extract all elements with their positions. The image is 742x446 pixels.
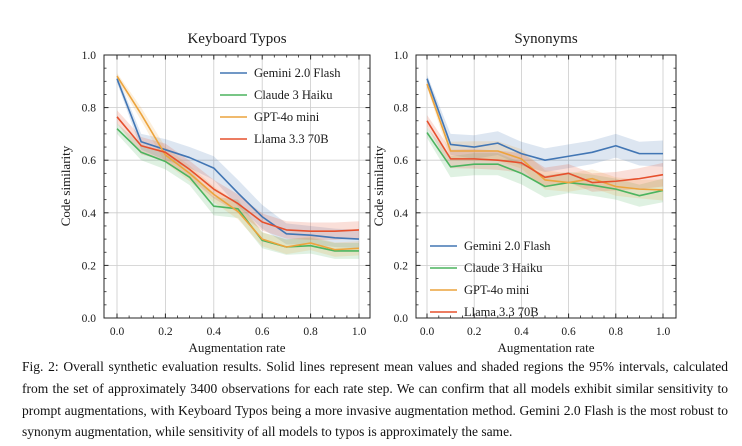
x-axis-label: Augmentation rate — [188, 340, 285, 355]
ci-band-claude-3-haiku — [117, 123, 359, 259]
x-tick-label: 0.2 — [158, 326, 173, 338]
x-tick-label: 1.0 — [656, 326, 671, 338]
legend-item-gemini-2-0-flash: Gemini 2.0 Flash — [220, 66, 341, 80]
axis-ticks — [416, 54, 676, 319]
legend-label: Llama 3.3 70B — [464, 305, 539, 319]
chart-keyboard-typos: 0.0 0.2 0.4 0.6 0.8 1.0 0.0 0.2 0.4 0.6 0.8 1.0 Keyb… — [58, 31, 371, 355]
y-tick-label: 0.6 — [82, 155, 97, 167]
x-axis-label: Augmentation rate — [497, 340, 594, 355]
chart-title: Keyboard Typos — [187, 31, 286, 47]
x-tick-label: 0.2 — [467, 326, 482, 338]
x-tick-label: 0.0 — [420, 326, 435, 338]
y-axis-label: Code similarity — [58, 145, 73, 226]
series-line-gpt-4o-mini — [116, 75, 360, 251]
x-tick-label: 0.4 — [514, 326, 529, 338]
legend-item-claude-3-haiku: Claude 3 Haiku — [430, 261, 543, 275]
evaluation-charts: 0.0 0.2 0.4 0.6 0.8 1.0 0.0 0.2 0.4 0.6 0.8 1.0 Keyb… — [58, 31, 677, 355]
series-line-gpt-4o-mini — [426, 83, 664, 191]
x-tick-label: 0.8 — [609, 326, 624, 338]
y-tick-label: 0.2 — [82, 260, 97, 272]
legend-label: Gemini 2.0 Flash — [254, 66, 341, 80]
y-tick-label: 0.4 — [394, 208, 409, 220]
legend-label: Claude 3 Haiku — [464, 261, 543, 275]
chart-synonyms: 0.0 0.2 0.4 0.6 0.8 1.0 0.0 0.2 0.4 0.6 0.8 1.0 Syno… — [371, 31, 677, 355]
legend-item-gpt-4o-mini: GPT-4o mini — [220, 110, 320, 124]
series-line-gemini-2-0-flash — [116, 78, 360, 240]
axis-ticks — [104, 54, 370, 319]
legend-item-llama-3-3-70b: Llama 3.3 70B — [430, 305, 539, 319]
ci-band-llama-3-3-70b — [117, 110, 359, 240]
series-line-gemini-2-0-flash — [426, 78, 663, 161]
y-axis-label: Code similarity — [371, 145, 386, 226]
series-line-llama-3-3-70b — [116, 116, 360, 233]
x-tick-label: 0.6 — [561, 326, 576, 338]
legend: Gemini 2.0 Flash Claude 3 Haiku GPT-4o min… — [430, 239, 551, 319]
y-tick-label: 0.4 — [82, 208, 97, 220]
legend: Gemini 2.0 Flash Claude 3 Haiku GPT-4o min… — [220, 66, 341, 146]
legend-item-claude-3-haiku: Claude 3 Haiku — [220, 88, 333, 102]
y-tick-label: 0.8 — [82, 103, 97, 115]
figure-caption: Fig. 2: Overall synthetic evaluation res… — [22, 359, 728, 440]
y-tick-label: 1.0 — [394, 50, 409, 62]
y-tick-label: 0.0 — [82, 313, 97, 325]
legend-item-llama-3-3-70b: Llama 3.3 70B — [220, 132, 329, 146]
y-tick-label: 0.0 — [394, 313, 409, 325]
y-tick-label: 0.6 — [394, 155, 409, 167]
chart-title: Synonyms — [514, 31, 578, 47]
x-tick-label: 0.0 — [110, 326, 125, 338]
series-line-claude-3-haiku — [426, 132, 664, 197]
legend-label: Claude 3 Haiku — [254, 88, 333, 102]
y-tick-label: 0.2 — [394, 260, 409, 272]
y-tick-label: 0.8 — [394, 103, 409, 115]
legend-label: Gemini 2.0 Flash — [464, 239, 551, 253]
x-tick-label: 0.6 — [255, 326, 270, 338]
series-line-llama-3-3-70b — [426, 120, 664, 184]
legend-item-gpt-4o-mini: GPT-4o mini — [430, 283, 530, 297]
legend-label: GPT-4o mini — [254, 110, 320, 124]
series-line-claude-3-haiku — [116, 128, 359, 252]
x-tick-label: 1.0 — [352, 326, 367, 338]
legend-item-gemini-2-0-flash: Gemini 2.0 Flash — [430, 239, 551, 253]
y-tick-label: 1.0 — [82, 50, 97, 62]
ci-band-gemini-2-0-flash — [427, 74, 663, 173]
legend-label: GPT-4o mini — [464, 283, 530, 297]
x-tick-label: 0.8 — [303, 326, 318, 338]
x-tick-label: 0.4 — [207, 326, 222, 338]
legend-label: Llama 3.3 70B — [254, 132, 329, 146]
